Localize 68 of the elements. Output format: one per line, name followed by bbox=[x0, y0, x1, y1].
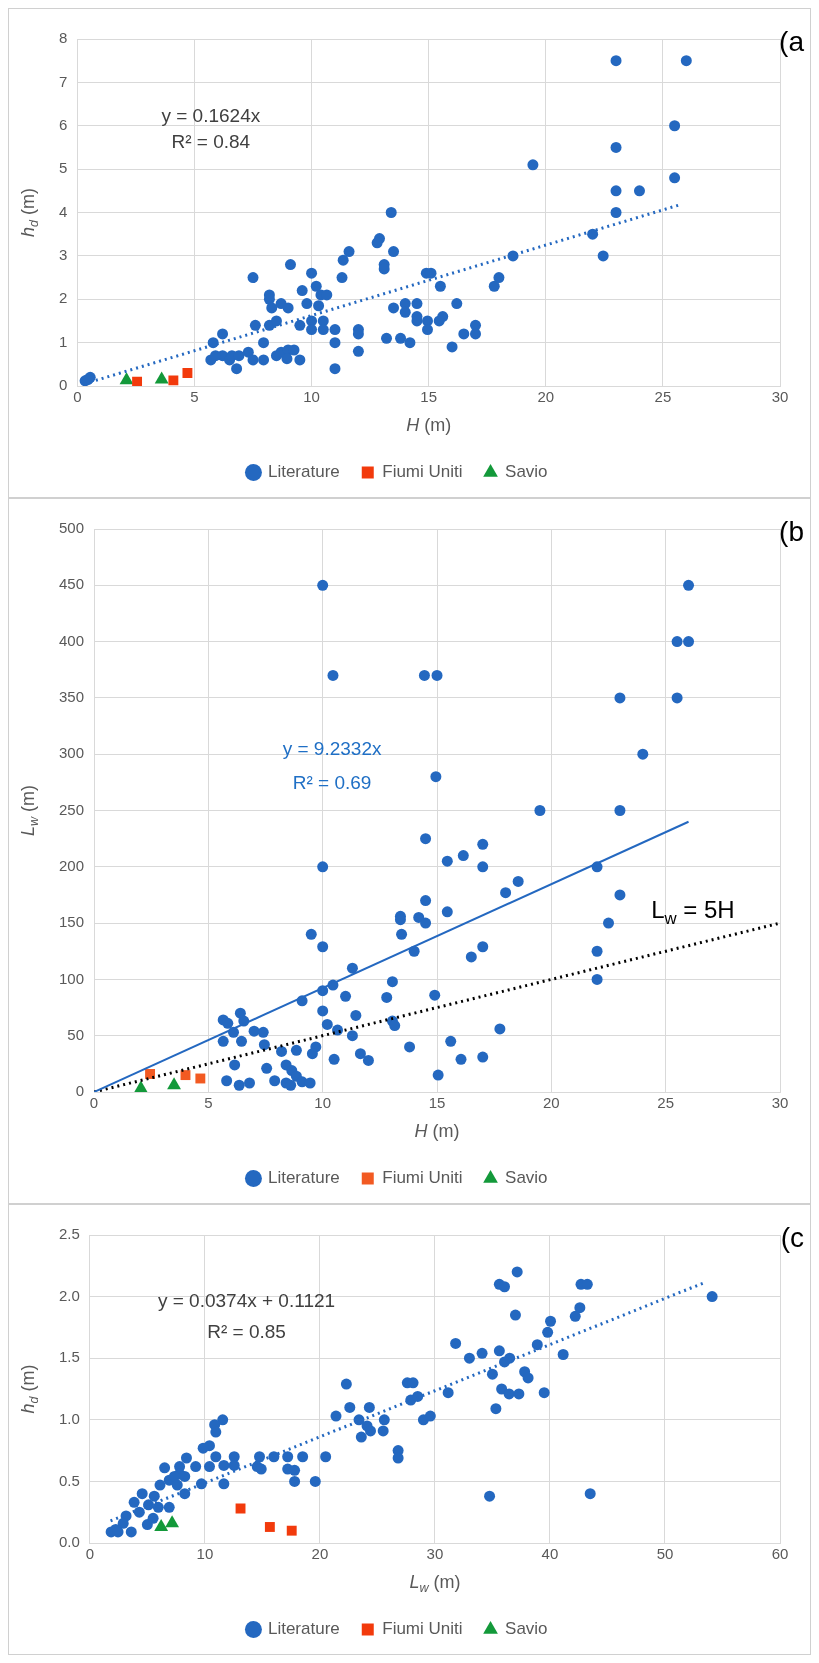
x-tick-label: 10 bbox=[303, 388, 320, 406]
y-tick-label: 50 bbox=[67, 1025, 85, 1043]
legend-label: Savio bbox=[505, 1619, 548, 1639]
x-tick-label: 0 bbox=[89, 1094, 99, 1112]
legend-label: Savio bbox=[505, 1168, 548, 1188]
annotation: R² = 0.84 bbox=[171, 131, 251, 153]
legend-label: Fiumi Uniti bbox=[382, 462, 463, 482]
x-tick-label: 30 bbox=[771, 1094, 789, 1112]
y-tick-label: 300 bbox=[59, 744, 85, 762]
y-tick-label: 150 bbox=[59, 913, 85, 931]
annotation: R² = 0.85 bbox=[207, 1320, 286, 1342]
x-axis-title: H (m) bbox=[406, 414, 452, 435]
legend-label: Literature bbox=[267, 462, 340, 482]
y-tick-label: 6 bbox=[59, 115, 68, 133]
y-tick-label: 500 bbox=[59, 519, 85, 537]
y-tick-label: 350 bbox=[59, 688, 85, 706]
x-tick-label: 10 bbox=[196, 1545, 214, 1563]
y-tick-label: 450 bbox=[59, 575, 85, 593]
y-tick-label: 1 bbox=[59, 332, 68, 350]
x-tick-label: 30 bbox=[771, 388, 789, 406]
y-tick-label: 0.5 bbox=[58, 1471, 80, 1489]
legend-label: Fiumi Uniti bbox=[382, 1168, 463, 1188]
y-tick-label: 0 bbox=[59, 376, 68, 394]
x-tick-label: 40 bbox=[541, 1545, 559, 1563]
x-axis-title: H (m) bbox=[414, 1120, 460, 1141]
y-tick-label: 0 bbox=[75, 1082, 85, 1100]
legend-label: Savio bbox=[505, 462, 548, 482]
x-tick-label: 30 bbox=[426, 1545, 444, 1563]
y-tick-label: 400 bbox=[59, 631, 85, 649]
y-tick-label: 4 bbox=[59, 202, 68, 220]
x-tick-label: 5 bbox=[204, 1094, 213, 1112]
x-tick-label: 50 bbox=[656, 1545, 674, 1563]
y-tick-label: 100 bbox=[59, 969, 85, 987]
legend-label: Literature bbox=[267, 1619, 340, 1639]
y-tick-label: 2.5 bbox=[58, 1225, 80, 1243]
annotation: R² = 0.69 bbox=[292, 771, 372, 793]
y-tick-label: 8 bbox=[59, 29, 68, 47]
x-tick-label: 20 bbox=[311, 1545, 329, 1563]
x-tick-label: 5 bbox=[190, 388, 199, 406]
text: (c bbox=[780, 1221, 804, 1253]
y-tick-label: 7 bbox=[59, 72, 68, 90]
y-axis-title: hd (m) bbox=[17, 1364, 41, 1414]
annotation: (a bbox=[779, 25, 805, 57]
annotation: (b bbox=[779, 515, 805, 547]
x-tick-label: 20 bbox=[543, 1094, 560, 1112]
y-tick-label: 250 bbox=[59, 800, 85, 818]
annotation: y = 9.2332x bbox=[282, 737, 382, 759]
x-tick-label: 60 bbox=[771, 1545, 789, 1563]
x-tick-label: 10 bbox=[314, 1094, 332, 1112]
x-tick-label: 15 bbox=[428, 1094, 446, 1112]
legend-label: Fiumi Uniti bbox=[382, 1619, 463, 1639]
x-tick-label: 25 bbox=[654, 388, 672, 406]
y-tick-label: 1.0 bbox=[58, 1409, 80, 1427]
y-tick-label: 1.5 bbox=[58, 1348, 80, 1366]
y-tick-label: 200 bbox=[59, 856, 85, 874]
x-tick-label: 20 bbox=[537, 388, 555, 406]
annotation: y = 0.1624x bbox=[161, 105, 261, 127]
x-tick-label: 15 bbox=[420, 388, 438, 406]
y-tick-label: 0.0 bbox=[58, 1533, 80, 1551]
x-tick-label: 25 bbox=[657, 1094, 675, 1112]
y-tick-label: 2 bbox=[59, 289, 68, 307]
annotation: y = 0.0374x + 0.1121 bbox=[157, 1289, 336, 1311]
y-tick-label: 5 bbox=[59, 159, 68, 177]
y-tick-label: 3 bbox=[59, 246, 68, 264]
y-axis-title: Lw (m) bbox=[17, 784, 41, 837]
y-tick-label: 2.0 bbox=[58, 1286, 80, 1304]
legend-label: Literature bbox=[267, 1168, 340, 1188]
y-axis-title: hd (m) bbox=[17, 188, 41, 237]
